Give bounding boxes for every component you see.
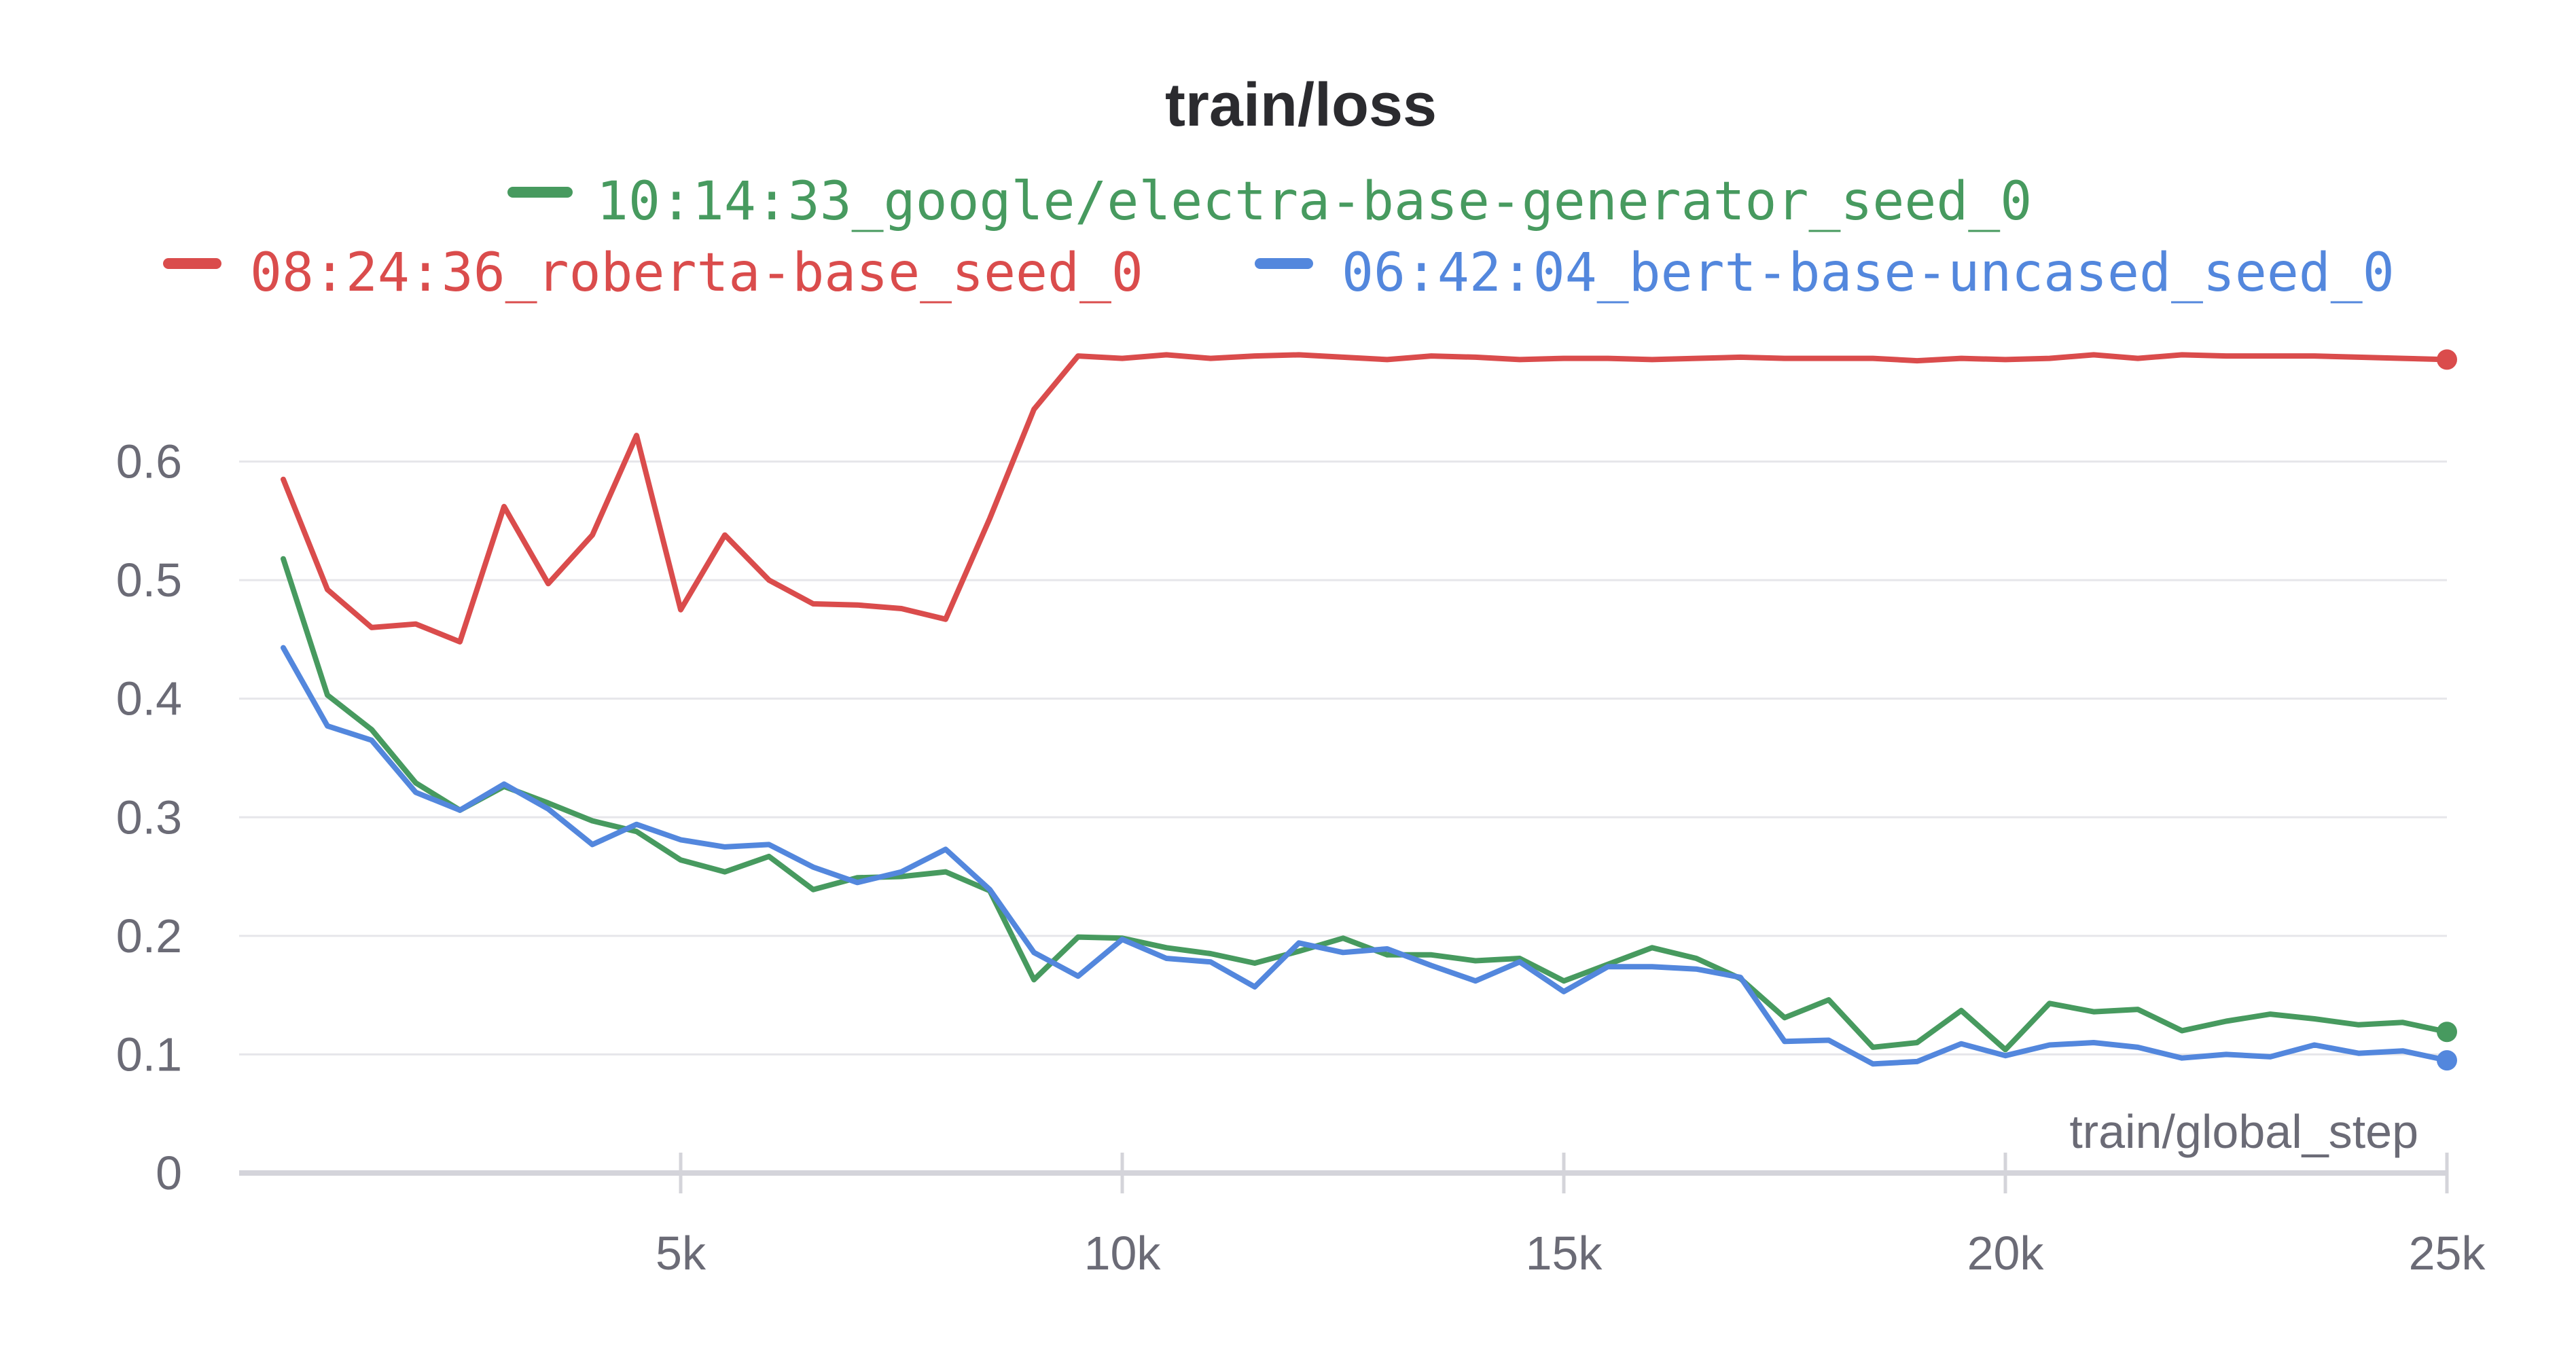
y-tick-label: 0.6: [116, 435, 182, 488]
chart-title: train/loss: [1165, 71, 1437, 139]
y-tick-label: 0: [156, 1147, 182, 1199]
gridlines: [239, 461, 2447, 1056]
x-tick-label: 25k: [2409, 1227, 2486, 1280]
legend-item-electra[interactable]: 10:14:33_google/electra-base-generator_s…: [507, 171, 2032, 232]
series-end-point-bert[interactable]: [2437, 1050, 2457, 1071]
y-axis: 0 0.1 0.2 0.3 0.4 0.5 0.6: [116, 435, 182, 1200]
x-axis-label: train/global_step: [2069, 1105, 2418, 1158]
legend-label-electra: 10:14:33_google/electra-base-generator_s…: [596, 171, 2032, 232]
legend-item-bert[interactable]: 06:42:04_bert-base-uncased_seed_0: [1255, 242, 2395, 304]
series-line-roberta[interactable]: [281, 352, 2450, 645]
y-tick-label: 0.5: [116, 554, 182, 607]
series-line-electra[interactable]: [281, 556, 2450, 1053]
legend: 10:14:33_google/electra-base-generator_s…: [163, 171, 2395, 304]
x-tick-label: 10k: [1084, 1227, 1162, 1280]
y-tick-label: 0.1: [116, 1028, 182, 1081]
legend-item-roberta[interactable]: 08:24:36_roberta-base_seed_0: [163, 242, 1143, 304]
series-end-point-roberta[interactable]: [2437, 349, 2457, 370]
series-end-point-electra[interactable]: [2437, 1022, 2457, 1043]
x-tick-label: 15k: [1526, 1227, 1603, 1280]
x-tick-label: 5k: [656, 1227, 706, 1280]
y-tick-label: 0.2: [116, 909, 182, 962]
y-tick-label: 0.4: [116, 672, 182, 725]
legend-label-bert: 06:42:04_bert-base-uncased_seed_0: [1342, 242, 2395, 304]
x-axis: 5k 10k 15k 20k 25k: [656, 1153, 2486, 1280]
y-tick-label: 0.3: [116, 791, 182, 844]
legend-label-roberta: 08:24:36_roberta-base_seed_0: [250, 242, 1143, 304]
series-line-bert[interactable]: [281, 645, 2450, 1067]
series: [281, 349, 2457, 1071]
x-tick-label: 20k: [1967, 1227, 2045, 1280]
